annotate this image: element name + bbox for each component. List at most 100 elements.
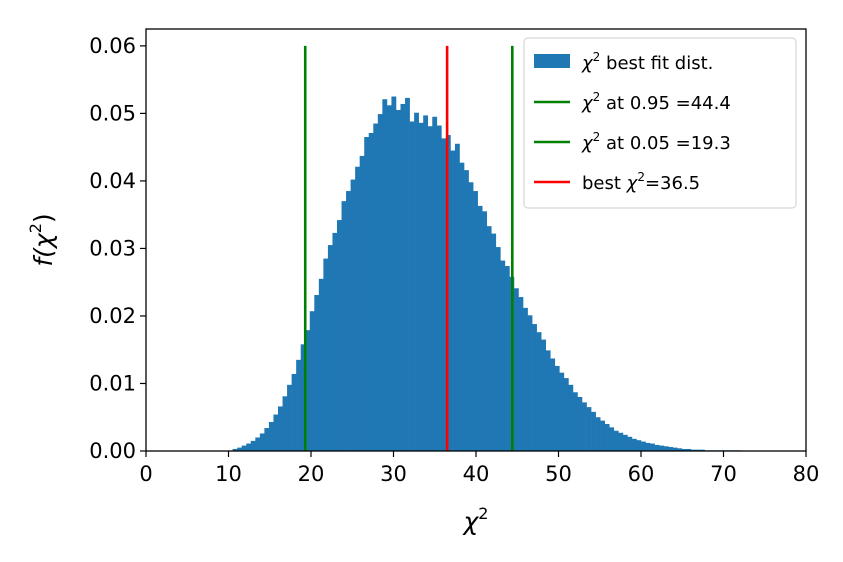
histogram-bar	[636, 440, 642, 451]
histogram-bar	[436, 125, 442, 452]
x-tick-label: 50	[545, 462, 572, 486]
histogram-bar	[341, 201, 347, 451]
histogram-bar	[627, 436, 633, 451]
histogram-bar	[273, 414, 279, 451]
histogram-bar	[482, 211, 488, 451]
histogram-bar	[650, 443, 655, 451]
histogram-bar	[554, 365, 560, 451]
histogram-bar	[663, 446, 669, 451]
histogram-bar	[350, 179, 356, 452]
y-tick-label: 0.04	[89, 169, 136, 193]
legend-swatch	[534, 54, 570, 68]
histogram-bar	[323, 258, 329, 451]
histogram-bar	[250, 440, 256, 451]
histogram-bar	[613, 430, 619, 451]
histogram-bar	[259, 433, 265, 451]
histogram-bar	[568, 384, 574, 451]
histogram-bar	[459, 162, 465, 451]
histogram-bar	[332, 232, 338, 451]
histogram-bar	[454, 143, 460, 451]
histogram-bar	[686, 448, 692, 451]
histogram-bar	[355, 166, 360, 452]
histogram-bar	[672, 447, 678, 451]
histogram-bar	[300, 344, 306, 451]
x-tick-label: 60	[628, 462, 655, 486]
legend-label: best χ2=36.5	[582, 170, 700, 194]
histogram-bar	[604, 423, 610, 451]
y-tick-label: 0.03	[89, 236, 136, 260]
histogram-bar	[681, 448, 687, 451]
histogram-bar	[500, 260, 506, 451]
histogram-bar	[364, 137, 370, 452]
x-tick-label: 70	[710, 462, 737, 486]
y-tick-label: 0.00	[89, 439, 136, 463]
histogram-bar	[287, 384, 292, 451]
histogram-bar	[550, 358, 556, 451]
histogram-bar	[695, 449, 701, 451]
histogram-bar	[278, 406, 283, 451]
x-tick-label: 20	[298, 462, 325, 486]
histogram-bar	[268, 421, 274, 451]
histogram-bar	[327, 245, 333, 451]
histogram-bar	[391, 96, 397, 452]
legend-label: χ2 best fit dist.	[581, 50, 713, 74]
histogram-bar	[309, 311, 315, 451]
legend-entry: χ2 best fit dist.	[534, 50, 713, 74]
histogram-bar	[318, 278, 324, 451]
histogram-bar	[582, 402, 587, 451]
histogram-bar	[377, 114, 383, 452]
histogram-bar	[296, 359, 301, 451]
histogram-bar	[255, 437, 261, 451]
legend-entry: best χ2=36.5	[534, 170, 700, 194]
histogram-bar	[545, 350, 551, 451]
histogram-bar	[586, 407, 592, 451]
histogram-bar	[527, 315, 533, 451]
legend-label: χ2 at 0.05 =19.3	[581, 130, 731, 154]
histogram-bar	[418, 122, 424, 452]
histogram-bar	[282, 396, 288, 451]
histogram-bar	[400, 103, 406, 451]
histogram-bar	[600, 420, 605, 451]
histogram-bar	[668, 446, 674, 451]
histogram-bar	[432, 116, 438, 451]
histogram-bar	[532, 324, 537, 451]
histogram-bar	[264, 428, 270, 451]
x-axis-ticks: 0 10 20 30 40 50 60 70 80	[139, 451, 819, 486]
histogram-bar	[609, 427, 615, 451]
histogram-bar	[641, 441, 646, 451]
legend-label: χ2 at 0.95 =44.4	[581, 90, 731, 114]
legend: χ2 best fit dist. χ2 at 0.95 =44.4 χ2 at 0…	[523, 37, 797, 209]
histogram-bar	[677, 448, 683, 451]
histogram-bar	[346, 191, 351, 451]
histogram-bar	[536, 332, 542, 451]
histogram-bar	[645, 442, 651, 451]
histogram-bar	[464, 170, 469, 451]
histogram-bar	[359, 155, 365, 451]
histogram-bar	[513, 288, 519, 451]
histogram-bar	[291, 374, 297, 451]
histogram-bar	[237, 447, 242, 451]
histogram-bar	[368, 132, 374, 451]
histogram-bar	[495, 247, 501, 451]
vertical-lines	[303, 45, 514, 451]
legend-entry: χ2 at 0.95 =44.4	[534, 90, 731, 114]
histogram-bar	[305, 330, 311, 451]
histogram-bar	[473, 191, 478, 451]
histogram-bar	[690, 449, 696, 451]
histogram-bar	[622, 434, 628, 451]
histogram-bar	[563, 378, 569, 451]
y-tick-label: 0.01	[89, 371, 136, 395]
histogram-bar	[409, 121, 415, 451]
histogram-bar	[241, 445, 247, 451]
x-tick-label: 80	[793, 462, 820, 486]
histogram-bar	[659, 445, 664, 451]
histogram-bar	[699, 449, 705, 451]
y-axis-ticks: 0.00 0.01 0.02 0.03 0.04 0.05 0.06	[89, 34, 146, 463]
histogram-bar	[441, 138, 447, 452]
histogram-bar	[382, 99, 388, 452]
histogram-bar	[373, 123, 379, 451]
histogram-bar	[423, 115, 429, 451]
histogram-bar	[618, 432, 624, 451]
histogram-bar	[314, 295, 320, 451]
